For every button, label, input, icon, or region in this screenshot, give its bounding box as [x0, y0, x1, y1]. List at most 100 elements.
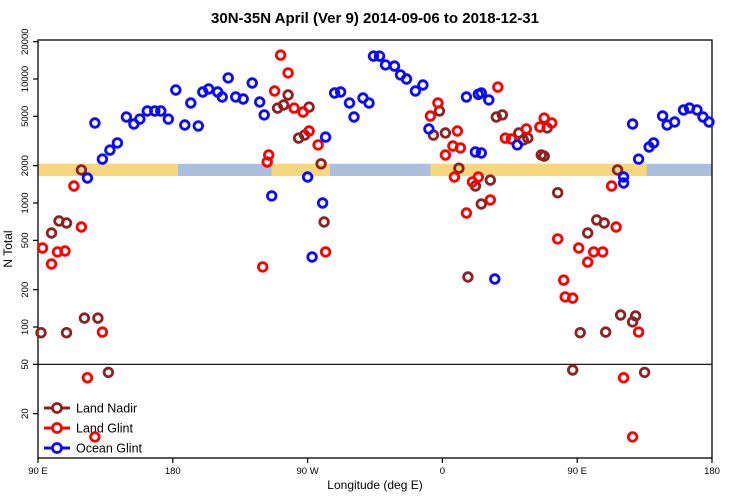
data-point: [552, 233, 564, 245]
data-point: [400, 73, 413, 85]
data-point: [588, 246, 600, 258]
data-point: [96, 326, 109, 338]
data-point: [328, 87, 341, 99]
data-point: [439, 149, 452, 161]
data-point: [59, 245, 71, 257]
data-point: [626, 118, 639, 130]
data-point: [120, 111, 133, 123]
data-point: [424, 110, 437, 122]
chart-title: 30N-35N April (Ver 9) 2014-09-06 to 2018…: [211, 10, 539, 27]
legend-marker-circle: [51, 442, 63, 454]
data-point: [155, 105, 167, 117]
data-point: [483, 94, 495, 106]
data-point: [668, 116, 681, 128]
data-point: [643, 141, 655, 153]
data-point: [632, 326, 645, 338]
data-point: [505, 133, 518, 145]
data-point: [102, 366, 115, 379]
x-axis-tick-label: 90 E: [567, 466, 587, 477]
data-point: [216, 91, 228, 103]
legend-item-label: Land Glint: [76, 422, 134, 436]
legend-item: Land Glint: [44, 422, 134, 436]
data-point: [546, 117, 558, 129]
data-point: [373, 50, 386, 62]
legend-item: Land Nadir: [44, 402, 137, 416]
data-point: [538, 112, 550, 124]
data-point: [466, 176, 479, 188]
data-point: [492, 81, 504, 93]
data-point: [81, 172, 94, 184]
data-point: [423, 123, 435, 135]
data-point: [552, 186, 564, 199]
data-point: [78, 312, 91, 324]
legend-marker-circle: [51, 402, 63, 414]
data-point: [315, 158, 327, 170]
data-point: [460, 91, 473, 103]
y-axis-tick-label: 5000: [20, 106, 31, 127]
data-point: [489, 273, 501, 285]
data-point: [379, 59, 392, 71]
data-point: [312, 139, 324, 151]
y-axis-tick-label: 200: [20, 282, 31, 298]
data-point: [582, 227, 594, 239]
data-point: [36, 242, 49, 254]
data-point: [462, 271, 474, 283]
data-point: [192, 120, 205, 132]
data-point: [149, 105, 161, 117]
plot-box: [37, 39, 713, 459]
data-point: [237, 93, 249, 105]
data-point: [246, 77, 258, 89]
data-point: [573, 242, 585, 254]
y-axis-title: N Total: [1, 230, 15, 267]
data-point: [460, 207, 473, 219]
data-point: [60, 217, 73, 229]
data-point: [617, 177, 630, 189]
series-ocean-glint: [81, 50, 715, 285]
data-point: [469, 146, 482, 158]
x-axis-tick-label: 180: [704, 466, 720, 477]
data-point: [453, 162, 465, 174]
data-point: [632, 153, 645, 165]
data-point: [626, 431, 639, 443]
data-point: [656, 110, 669, 122]
y-axis-tick-label: 2000: [20, 155, 31, 176]
series-land-glint: [36, 49, 645, 443]
legend-item: Ocean Glint: [44, 442, 143, 456]
data-point: [282, 89, 294, 101]
data-point: [538, 150, 550, 162]
data-point: [334, 86, 347, 98]
data-point: [367, 50, 380, 62]
land-reference-band-segment: [38, 163, 179, 177]
data-point: [303, 125, 315, 137]
data-point: [409, 85, 422, 97]
data-point: [363, 97, 375, 109]
data-point: [306, 251, 318, 263]
x-axis-title: Longitude (deg E): [327, 478, 422, 492]
data-point: [614, 309, 627, 321]
data-point: [266, 190, 278, 202]
data-point: [35, 327, 47, 339]
data-point: [179, 119, 191, 131]
data-point: [454, 142, 467, 154]
data-point: [96, 153, 109, 165]
data-point: [92, 312, 104, 324]
data-point: [611, 164, 624, 176]
legend-item-label: Ocean Glint: [76, 442, 143, 456]
data-point: [605, 180, 618, 192]
data-point: [60, 327, 73, 339]
y-axis-tick-label: 1000: [20, 192, 31, 213]
data-point: [222, 72, 234, 84]
data-point: [162, 113, 175, 125]
data-point: [343, 97, 356, 109]
data-point: [558, 274, 570, 286]
data-point: [484, 174, 497, 186]
y-axis-tick-label: 20000: [20, 28, 31, 54]
data-point: [277, 99, 290, 111]
data-point: [448, 171, 461, 183]
data-point: [297, 106, 309, 118]
legend-marker-circle: [51, 422, 63, 434]
reference-bands: [38, 163, 712, 177]
data-point: [316, 197, 329, 209]
data-point: [257, 261, 269, 273]
legend: Land Nadir Land Glint Ocean Glint: [44, 402, 143, 456]
